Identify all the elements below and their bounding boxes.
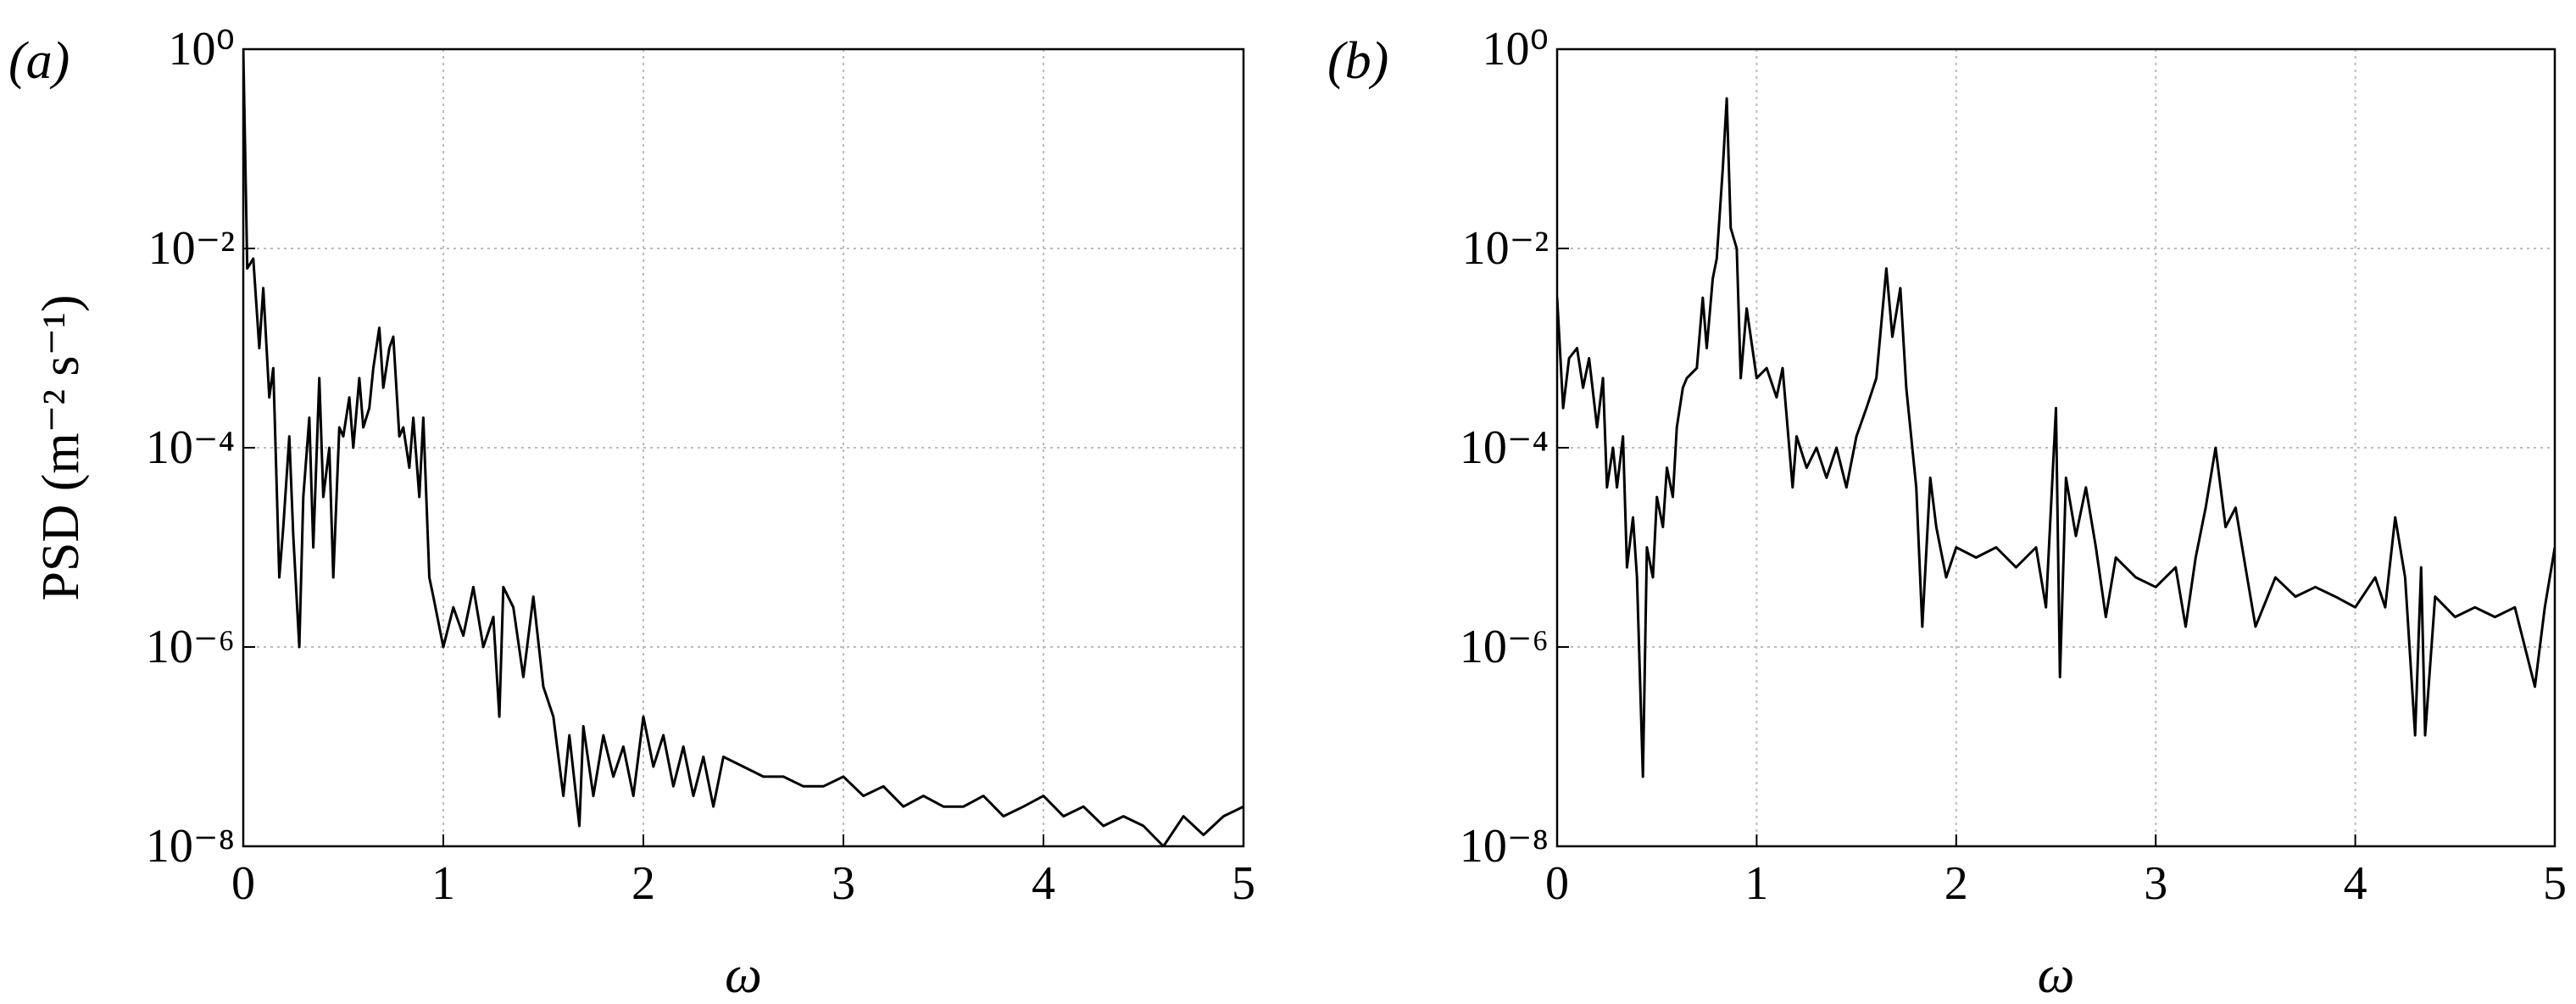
x-tick-label: 5 xyxy=(2543,857,2567,910)
y-tick-label: 10⁻⁸ xyxy=(146,820,235,873)
x-tick-label: 5 xyxy=(1232,857,1255,910)
x-axis-label: ω xyxy=(725,946,762,1004)
plot-frame xyxy=(242,47,1245,848)
x-tick-label: 3 xyxy=(2144,857,2167,910)
y-tick-label: 10⁰ xyxy=(169,23,235,75)
y-tick-label: 10⁻² xyxy=(1462,222,1549,275)
x-tick-label: 1 xyxy=(431,857,455,910)
y-tick-label: 10⁻⁸ xyxy=(1460,820,1549,873)
y-tick-label: 10⁻² xyxy=(148,222,235,275)
x-tick-label: 1 xyxy=(1744,857,1768,910)
data-line xyxy=(243,49,1243,846)
x-axis-label: ω xyxy=(2038,946,2075,1004)
y-tick-label: 10⁻⁴ xyxy=(146,421,235,474)
x-tick-label: 2 xyxy=(1945,857,1968,910)
x-tick-label: 4 xyxy=(2344,857,2367,910)
plot-frame xyxy=(1555,47,2557,848)
data-line xyxy=(1557,97,2555,778)
y-tick-label: 10⁰ xyxy=(1483,23,1549,75)
y-tick-label: 10⁻⁶ xyxy=(1460,621,1549,673)
x-tick-label: 0 xyxy=(1545,857,1569,910)
panel-label: (b) xyxy=(1327,32,1388,90)
x-tick-label: 0 xyxy=(231,857,255,910)
x-tick-label: 3 xyxy=(832,857,855,910)
x-tick-label: 4 xyxy=(1032,857,1055,910)
y-tick-label: 10⁻⁶ xyxy=(146,621,235,673)
panel-label: (a) xyxy=(8,32,70,90)
y-axis-label: PSD (m⁻² s⁻¹) xyxy=(32,294,90,600)
y-tick-label: 10⁻⁴ xyxy=(1460,421,1549,474)
x-tick-label: 2 xyxy=(631,857,655,910)
